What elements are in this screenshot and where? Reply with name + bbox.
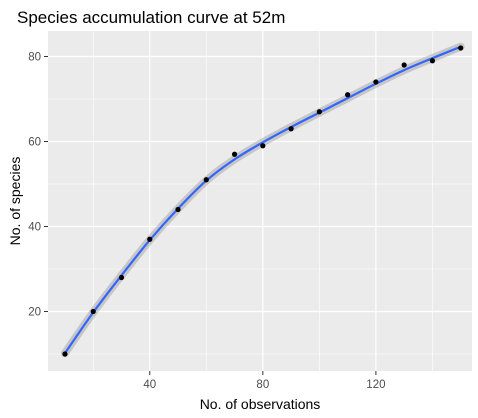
y-tick-label: 80 (28, 52, 41, 64)
data-point (175, 206, 181, 213)
data-point (260, 143, 266, 149)
smooth-line (64, 45, 462, 354)
data-point (147, 236, 153, 242)
data-point (62, 351, 68, 357)
chart-title: Species accumulation curve at 52m (17, 8, 285, 27)
data-point (118, 274, 125, 281)
data-point (231, 151, 238, 157)
y-axis-title: No. of species (7, 157, 23, 246)
data-point (316, 109, 322, 115)
data-point (345, 92, 351, 98)
smooth-line-layer (64, 45, 462, 354)
plot-panel (48, 31, 472, 371)
y-tick-label: 60 (28, 137, 41, 149)
y-tick-label: 20 (28, 307, 41, 319)
x-axis: 40 80 120 (143, 371, 385, 391)
data-point (203, 177, 209, 183)
minor-gridlines (48, 31, 472, 371)
data-point (373, 79, 379, 85)
x-axis-title: No. of observations (200, 396, 321, 412)
major-gridlines (48, 31, 472, 371)
x-tick-label: 40 (143, 379, 156, 391)
y-axis: 20 40 60 80 (28, 52, 48, 319)
data-point (90, 308, 96, 315)
data-point (458, 45, 464, 51)
points-layer (62, 45, 464, 357)
data-point (288, 126, 294, 132)
x-tick-label: 120 (366, 379, 385, 391)
data-point (401, 62, 407, 68)
data-point (429, 58, 436, 64)
x-tick-label: 80 (256, 379, 269, 391)
y-tick-label: 40 (28, 222, 41, 234)
